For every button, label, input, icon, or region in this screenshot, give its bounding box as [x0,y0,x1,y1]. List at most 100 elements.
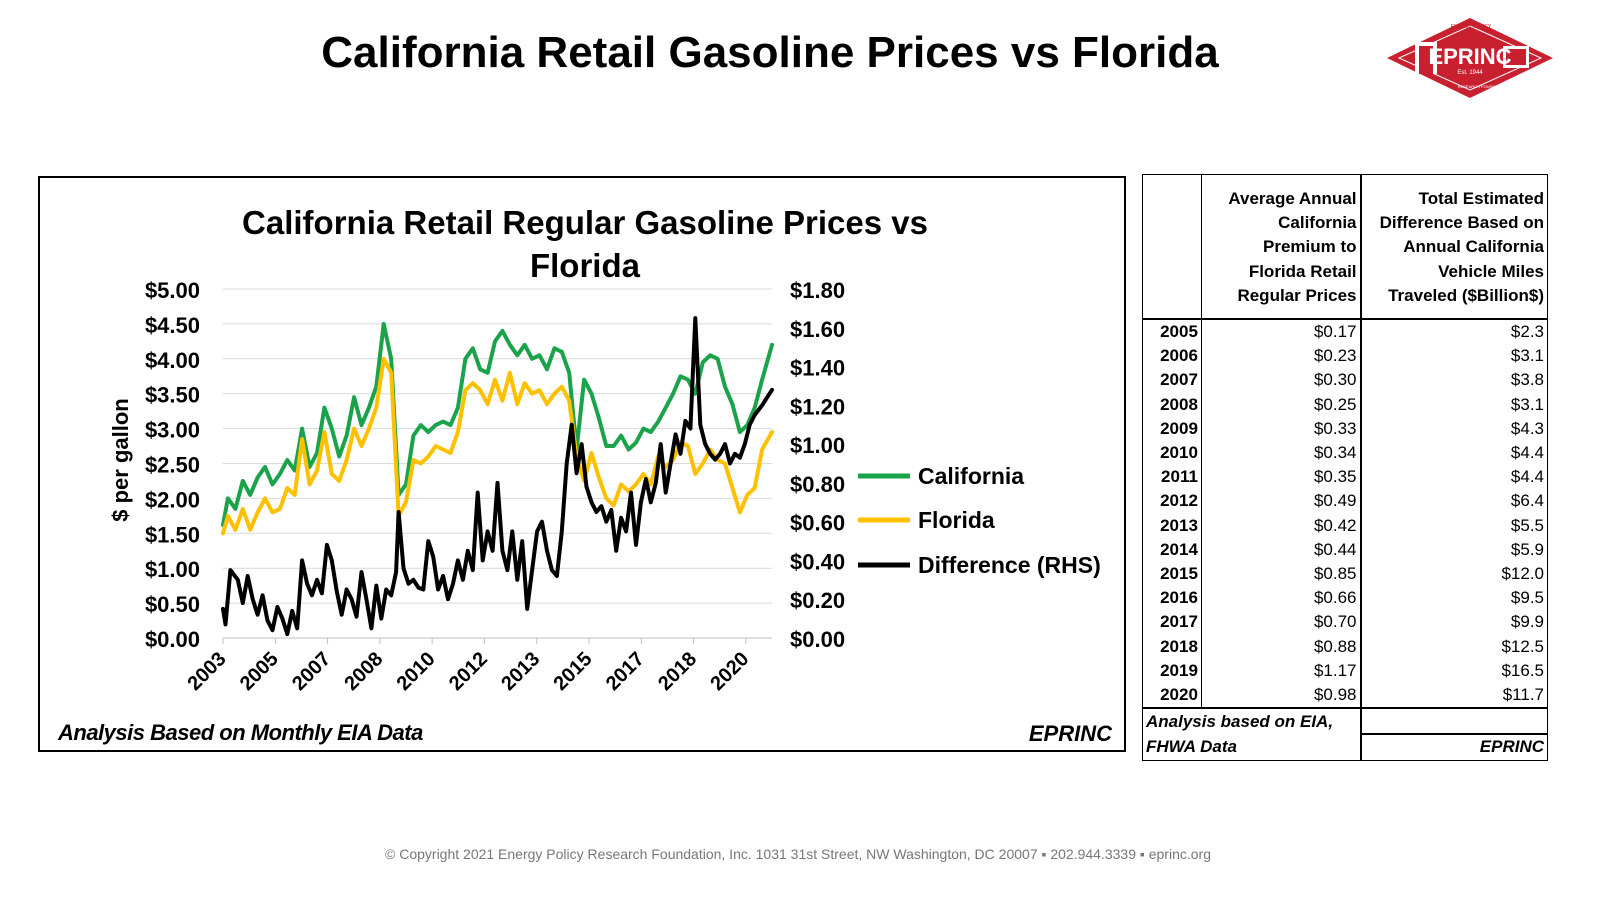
row-total: $11.7 [1360,683,1548,709]
header-total-line: Vehicle Miles [1438,261,1544,281]
table-row: 2016 $0.66 $9.5 [1142,586,1548,611]
row-total: $3.1 [1360,392,1548,417]
y-axis-label: $ per gallon [108,398,133,521]
row-premium: $0.23 [1201,344,1362,369]
chart-title-line2: Florida [530,247,641,284]
row-year: 2009 [1142,416,1202,442]
table-note-row-2: FHWA Data EPRINC [1141,734,1548,761]
y-tick-label-right: $1.40 [790,356,845,381]
x-tick-label: 2008 [340,648,387,695]
row-total: $4.3 [1360,416,1548,442]
x-tick-label: 2007 [288,648,335,695]
row-premium: $0.34 [1201,441,1362,466]
row-premium: $0.98 [1201,683,1362,709]
series-lines [221,316,774,637]
row-year: 2016 [1142,586,1202,611]
row-year: 2010 [1142,441,1202,466]
logo-diamond [1387,18,1553,98]
row-premium: $0.70 [1201,610,1362,635]
chart-panel: California Retail Regular Gasoline Price… [38,176,1126,752]
table-row: 2018 $0.88 $12.5 [1142,634,1548,659]
y-tick-label-left: $1.50 [145,522,200,547]
x-tick-label: 2017 [602,648,649,695]
row-year: 2005 [1142,319,1202,345]
copyright-footer: © Copyright 2021 Energy Policy Research … [385,846,1211,862]
row-total: $12.5 [1360,634,1548,659]
table-row: 2014 $0.44 $5.9 [1142,537,1548,563]
row-year: 2015 [1142,562,1202,587]
table-row: 2007 $0.30 $3.8 [1142,368,1548,393]
logo-arc-bottom: RESEARCH FOUNDATION INC. [1458,84,1517,89]
table-row: 2008 $0.25 $3.1 [1142,392,1548,417]
y-tick-label-left: $5.00 [145,278,200,303]
x-tick-label: 2013 [497,648,544,695]
y-tick-label-right: $0.80 [790,472,845,497]
x-tick-label: 2015 [550,648,597,695]
header-year [1142,174,1202,321]
y-tick-label-right: $1.60 [790,317,845,342]
x-axis: 2003 2005 2007 2008 2010 2012 2013 2015 2017 2018… [184,637,772,695]
row-premium: $0.25 [1201,392,1362,417]
row-total: $4.4 [1360,441,1548,466]
row-year: 2017 [1142,610,1202,635]
series-line-difference-rhs [221,316,774,637]
header-premium-line: California [1278,213,1357,233]
x-tick-label: 2018 [654,648,701,695]
eprinc-logo: EPRINC Est. 1944 ENERGY POLICY RESEARCH … [1387,18,1553,98]
table-body: 2005 $0.17 $2.3 2006 $0.23 $3.1 2007 $0.30 $3.8 2… [1142,319,1548,709]
row-total: $5.9 [1360,537,1548,563]
premium-table: Average Annual California Premium to Florid… [1141,174,1548,761]
row-total: $16.5 [1360,658,1548,684]
y-tick-label-right: $0.60 [790,511,845,536]
row-year: 2007 [1142,368,1202,393]
premium-table-panel: Average Annual California Premium to Florid… [1141,174,1548,761]
y-tick-label-left: $1.00 [145,557,200,582]
y-axis-right: $0.00 $0.20 $0.40 $0.60 $0.80 $1.00 $1.20 $1.40… [790,278,845,652]
header-premium-line: Regular Prices [1237,285,1357,305]
header-premium-line: Average Annual [1228,189,1357,208]
y-tick-label-right: $1.80 [790,278,845,303]
x-tick-label: 2003 [184,648,231,695]
table-row: 2009 $0.33 $4.3 [1142,416,1548,442]
x-tick-label: 2020 [706,648,753,695]
header-premium-line: Florida Retail [1248,261,1357,281]
row-premium: $1.17 [1201,658,1362,684]
row-premium: $0.33 [1201,416,1362,442]
row-year: 2008 [1142,392,1202,417]
y-tick-label-left: $4.00 [145,348,200,373]
header-premium: Average Annual California Premium to Florid… [1201,174,1362,321]
row-premium: $0.44 [1201,537,1362,563]
y-tick-label-right: $0.20 [790,588,845,613]
table-row: 2012 $0.49 $6.4 [1142,489,1548,514]
row-premium: $0.42 [1201,513,1362,538]
row-premium: $0.85 [1201,562,1362,587]
header-premium-line: Premium to [1262,237,1357,257]
table-note-line1: Analysis based on EIA, [1141,707,1362,735]
y-tick-label-right: $0.40 [790,549,845,574]
table-row: 2020 $0.98 $11.7 [1142,683,1548,709]
y-tick-label-left: $3.50 [145,383,200,408]
table-row: 2019 $1.17 $16.5 [1142,658,1548,684]
chart-source-note: Analysis Based on Monthly EIA Data [57,720,423,745]
table-row: 2017 $0.70 $9.9 [1142,610,1548,635]
row-total: $3.1 [1360,344,1548,369]
logo-arc-top: ENERGY POLICY [1451,24,1492,30]
y-tick-label-right: $1.20 [790,394,845,419]
logo-text: EPRINC [1428,44,1511,69]
y-tick-label-left: $0.50 [145,592,200,617]
table-row: 2013 $0.42 $5.5 [1142,513,1548,538]
row-total: $3.8 [1360,368,1548,393]
row-year: 2006 [1142,344,1202,369]
row-total: $9.5 [1360,586,1548,611]
row-total: $4.4 [1360,465,1548,490]
table-note-line2: FHWA Data [1141,734,1362,761]
row-year: 2011 [1142,465,1202,490]
row-premium: $0.30 [1201,368,1362,393]
row-year: 2020 [1142,683,1202,709]
y-tick-label-left: $0.00 [145,627,200,652]
y-tick-label-right: $1.00 [790,433,845,458]
row-total: $5.5 [1360,513,1548,538]
legend-label: Difference (RHS) [918,552,1101,578]
row-year: 2013 [1142,513,1202,538]
row-total: $9.9 [1360,610,1548,635]
